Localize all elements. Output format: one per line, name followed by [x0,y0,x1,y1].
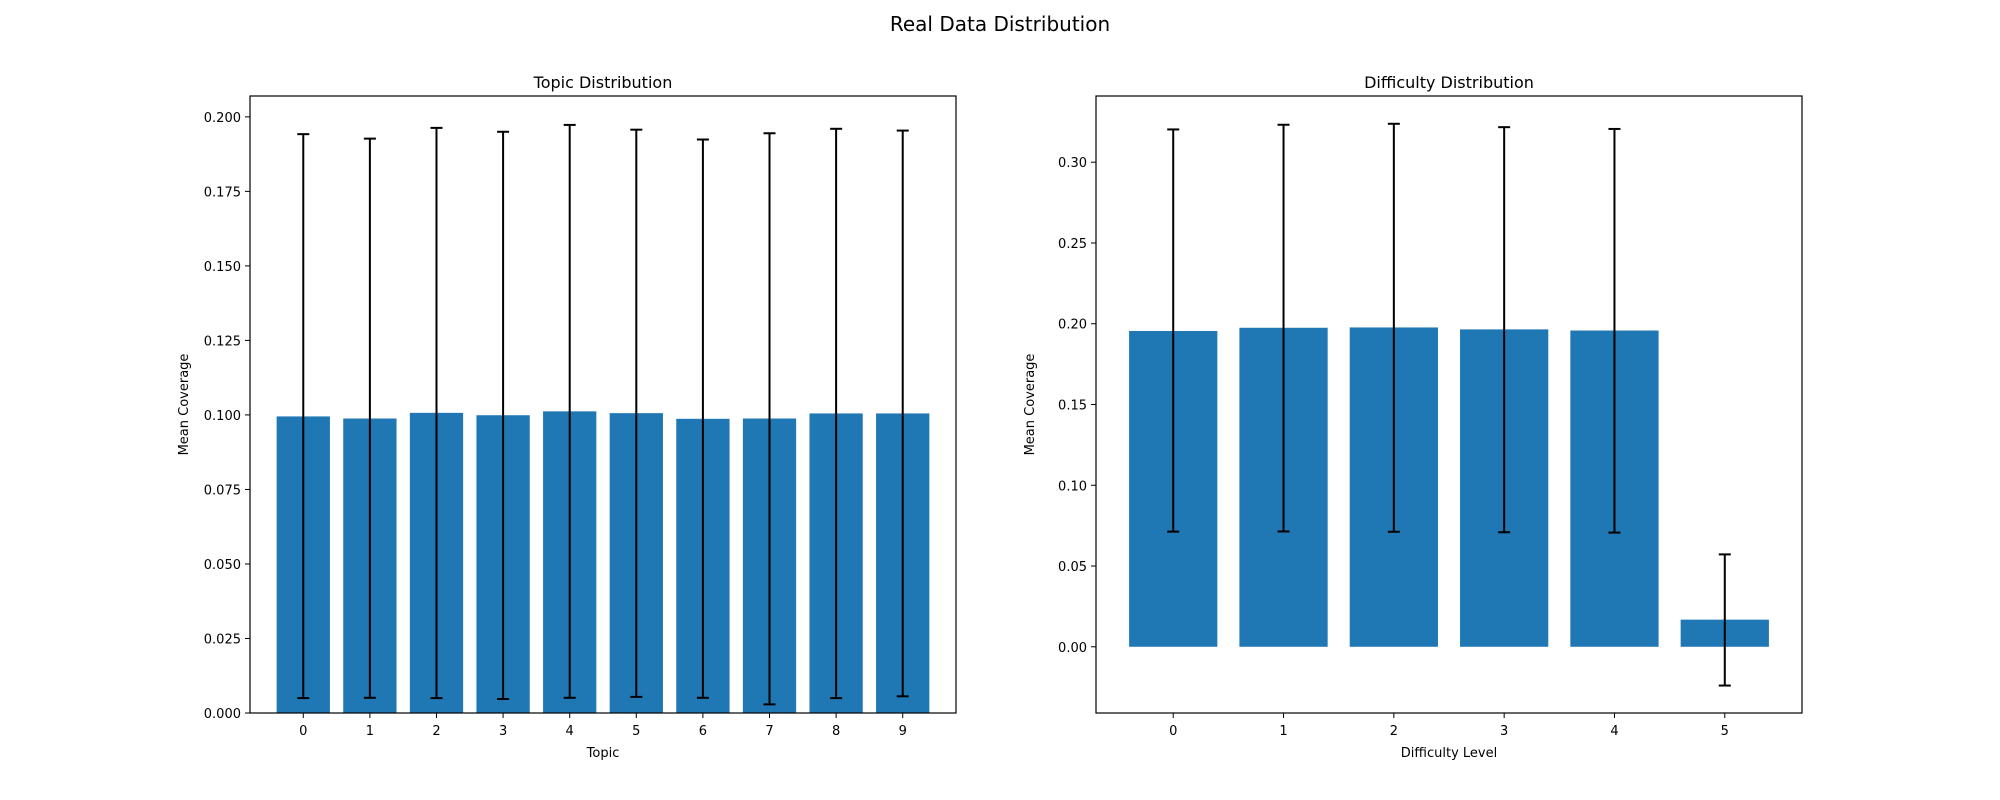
topic-distribution-chart: Topic Distribution Topic Mean Coverage 0… [177,73,957,761]
y-tick-label: 0.075 [204,483,241,498]
axes-frame [249,95,957,714]
y-tick-label: 0.125 [204,334,241,349]
y-tick-label: 0.000 [204,707,241,722]
y-tick-label: 0.30 [1058,156,1087,171]
y-tick-label: 0.200 [204,111,241,126]
x-tick-label-8: 8 [832,724,840,739]
y-tick-label: 0.20 [1058,318,1087,333]
chart-title: Difficulty Distribution [1364,73,1534,92]
y-tick-label: 0.150 [204,260,241,275]
x-tick-label-1: 1 [1279,724,1287,739]
x-tick-label-2: 2 [432,724,440,739]
y-tick-label: 0.10 [1058,479,1087,494]
x-tick-label-5: 5 [632,724,640,739]
y-tick-label: 0.15 [1058,399,1087,414]
x-tick-label-0: 0 [299,724,307,739]
y-tick-label: 0.25 [1058,237,1087,252]
y-tick-label: 0.050 [204,558,241,573]
y-axis-label: Mean Coverage [177,354,192,456]
x-axis-label: Difficulty Level [1401,746,1497,761]
x-tick-label-4: 4 [1610,724,1618,739]
y-tick-label: 0.00 [1058,641,1087,656]
x-tick-label-3: 3 [1500,724,1508,739]
y-axis-label: Mean Coverage [1023,354,1038,456]
y-tick-label: 0.100 [204,409,241,424]
x-tick-label-3: 3 [499,724,507,739]
x-tick-label-5: 5 [1721,724,1729,739]
y-tick-label: 0.05 [1058,560,1087,575]
x-tick-label-6: 6 [699,724,707,739]
x-tick-label-1: 1 [366,724,374,739]
x-tick-label-9: 9 [899,724,907,739]
y-tick-label: 0.025 [204,632,241,647]
difficulty-distribution-chart: Difficulty Distribution Difficulty Level… [1023,73,1803,761]
y-tick-label: 0.175 [204,185,241,200]
x-tick-label-2: 2 [1390,724,1398,739]
x-tick-label-0: 0 [1169,724,1177,739]
chart-title: Topic Distribution [533,73,673,92]
figure-title: Real Data Distribution [890,12,1110,36]
x-tick-label-7: 7 [765,724,773,739]
x-tick-label-4: 4 [566,724,574,739]
x-axis-label: Topic [586,746,620,761]
